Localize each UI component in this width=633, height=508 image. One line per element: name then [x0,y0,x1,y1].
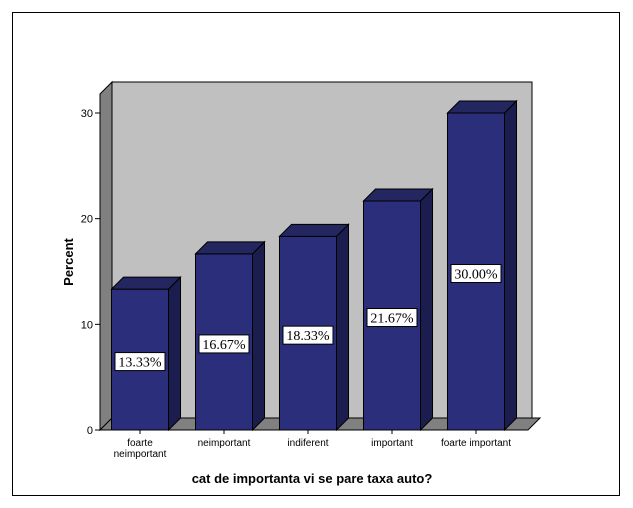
y-tick-label: 10 [81,319,93,331]
side-wall [99,80,113,432]
data-label-box [282,325,334,345]
bar: 21.67% [362,187,434,432]
x-axis-title: cat de importanta vi se pare taxa auto? [192,471,433,486]
bar-side [504,99,517,432]
data-label: 30.00% [454,268,498,283]
data-label-box [114,352,166,372]
bar-top [362,188,434,202]
x-tick-label: important [371,438,413,449]
x-tick-label-line: foarte important [441,438,511,449]
bar: 30.00% [446,99,518,432]
x-tick-label: foarte important [441,438,511,449]
y-tick-label: 30 [81,108,93,120]
bar-side [168,275,181,432]
x-tick-label-line: neimportant [114,449,167,460]
x-tick-label: neimportant [198,438,251,449]
data-label-box [366,308,418,328]
bar-top [446,100,518,114]
data-label-box [450,264,502,283]
bar-side [420,187,433,432]
bar: 13.33% [110,275,182,432]
x-tick-label: foarte neimportant [114,438,167,460]
y-tick-label: 0 [87,425,93,437]
y-axis: 0 10 20 30 [81,108,101,437]
data-label: 18.33% [286,329,330,344]
x-tick-label-line: indiferent [287,438,328,449]
bars: 13.33% 16.67% 18.33% 21.67% 30.00% [110,99,518,432]
data-label: 21.67% [370,312,414,327]
x-tick-label: indiferent [287,438,328,449]
bar: 16.67% [194,240,266,432]
bar-side [336,223,349,432]
bar-top [194,241,266,255]
x-tick-label-line: neimportant [198,438,251,449]
y-axis-title: Percent [61,237,76,285]
y-tick-label: 20 [81,214,93,226]
bar-side [252,240,265,432]
bar-top [278,223,350,237]
x-tick-label-line: important [371,438,413,449]
data-label: 16.67% [202,338,246,353]
data-label-box [198,334,250,354]
data-label: 13.33% [118,356,162,371]
bar: 18.33% [278,223,350,432]
x-tick-label-line: foarte [127,438,153,449]
bar-top [110,276,182,290]
